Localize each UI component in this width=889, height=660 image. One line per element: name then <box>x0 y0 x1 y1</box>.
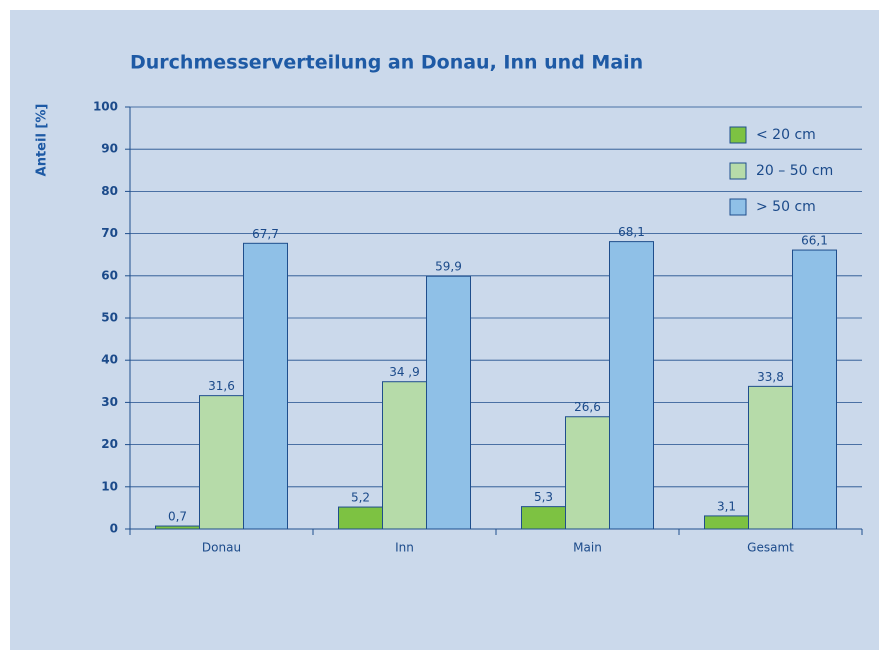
legend-swatch <box>729 126 747 144</box>
chart-title: Durchmesserverteilung an Donau, Inn und … <box>130 52 643 74</box>
bar <box>199 395 244 530</box>
y-tick-label: 70 <box>101 226 118 240</box>
y-tick-label: 20 <box>101 437 118 451</box>
legend-label: > 50 cm <box>756 199 816 215</box>
data-label: 26,6 <box>574 400 601 414</box>
x-tick-label: Inn <box>395 541 414 555</box>
y-tick-label: 80 <box>101 184 118 198</box>
bar <box>521 506 566 530</box>
bar <box>748 385 793 530</box>
y-tick-label: 0 <box>110 522 118 536</box>
legend-swatch <box>729 162 747 180</box>
bar <box>338 506 383 530</box>
data-label: 59,9 <box>435 260 462 274</box>
x-tick-label: Gesamt <box>747 541 794 555</box>
bar <box>155 525 200 530</box>
data-label: 33,8 <box>757 370 784 384</box>
y-axis-label: Anteil [%] <box>35 104 50 177</box>
data-label: 31,6 <box>208 379 235 393</box>
data-label: 67,7 <box>252 227 279 241</box>
bar <box>792 249 837 530</box>
legend-label: 20 – 50 cm <box>756 163 833 179</box>
y-tick-label: 90 <box>101 142 118 156</box>
legend-swatch <box>729 198 747 216</box>
y-tick-label: 50 <box>101 311 118 325</box>
data-label: 5,2 <box>351 491 370 505</box>
data-label: 5,3 <box>534 490 553 504</box>
x-tick-label: Main <box>573 541 602 555</box>
legend-label: < 20 cm <box>756 127 816 143</box>
bar <box>382 381 427 530</box>
bar <box>426 275 471 530</box>
y-tick-label: 60 <box>101 268 118 282</box>
y-tick-label: 100 <box>93 100 118 114</box>
y-tick-label: 10 <box>101 479 118 493</box>
y-tick-label: 40 <box>101 353 118 367</box>
data-label: 3,1 <box>717 499 736 513</box>
data-label: 0,7 <box>168 510 187 524</box>
data-label: 34 ,9 <box>389 365 420 379</box>
data-label: 66,1 <box>801 234 828 248</box>
bar <box>609 241 654 530</box>
y-tick-label: 30 <box>101 395 118 409</box>
bar <box>565 416 610 530</box>
bar <box>704 515 749 530</box>
data-label: 68,1 <box>618 225 645 239</box>
bar <box>243 242 288 530</box>
x-tick-label: Donau <box>202 541 241 555</box>
